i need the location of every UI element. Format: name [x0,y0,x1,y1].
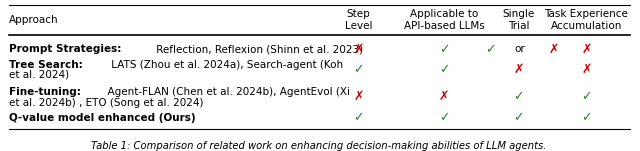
Text: Prompt Strategies:: Prompt Strategies: [9,44,122,54]
Text: Fine-tuning:: Fine-tuning: [9,87,81,97]
Text: ✗: ✗ [548,43,559,56]
Text: ✗: ✗ [439,90,449,103]
Text: Applicable to
API-based LLMs: Applicable to API-based LLMs [404,10,484,31]
Text: ✗: ✗ [581,63,592,76]
Text: ✗: ✗ [353,43,364,56]
Text: ✗: ✗ [513,63,524,76]
Text: Tree Search:: Tree Search: [9,60,86,71]
Text: ✗: ✗ [353,90,364,103]
Text: ✓: ✓ [513,112,524,125]
Text: ✗: ✗ [581,43,592,56]
Text: ✓: ✓ [581,90,592,103]
Text: et al. 2024): et al. 2024) [9,69,69,79]
Text: ✓: ✓ [439,63,449,76]
Text: ✓: ✓ [439,112,449,125]
Text: Q-value model enhanced (Ours): Q-value model enhanced (Ours) [9,113,196,123]
Text: ✓: ✓ [439,43,449,56]
Text: Step
Level: Step Level [345,10,372,31]
Text: ✓: ✓ [581,112,592,125]
Text: Task Experience
Accumulation: Task Experience Accumulation [545,10,628,31]
Text: Agent-FLAN (Chen et al. 2024b), AgentEvol (Xi: Agent-FLAN (Chen et al. 2024b), AgentEvo… [101,87,350,97]
Text: Single
Trial: Single Trial [502,10,534,31]
Text: or: or [515,44,525,54]
Text: et al. 2024b) , ETO (Song et al. 2024): et al. 2024b) , ETO (Song et al. 2024) [9,98,204,108]
Text: LATS (Zhou et al. 2024a), Search-agent (Koh: LATS (Zhou et al. 2024a), Search-agent (… [108,60,343,71]
Text: Table 1: Comparison of related work on enhancing decision-making abilities of LL: Table 1: Comparison of related work on e… [91,141,546,151]
Text: ✓: ✓ [484,43,495,56]
Text: Reflection, Reflexion (Shinn et al. 2023): Reflection, Reflexion (Shinn et al. 2023… [153,44,363,54]
Text: Approach: Approach [9,15,59,25]
Text: ✓: ✓ [353,63,364,76]
Text: ✓: ✓ [353,112,364,125]
Text: ✓: ✓ [513,90,524,103]
